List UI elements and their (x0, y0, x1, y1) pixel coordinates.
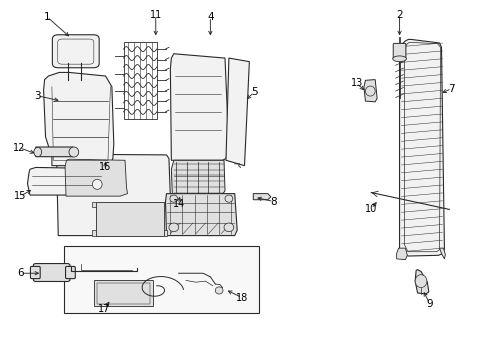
FancyBboxPatch shape (392, 43, 405, 59)
Polygon shape (439, 248, 445, 259)
Polygon shape (225, 58, 249, 166)
Bar (123, 42, 157, 119)
FancyBboxPatch shape (30, 266, 40, 279)
FancyBboxPatch shape (33, 264, 70, 282)
Polygon shape (163, 230, 167, 235)
Text: 10: 10 (365, 204, 377, 214)
FancyBboxPatch shape (65, 266, 75, 279)
Polygon shape (253, 194, 270, 200)
Text: 3: 3 (34, 91, 41, 101)
Bar (94, 280, 153, 306)
Polygon shape (399, 40, 444, 256)
Polygon shape (92, 202, 96, 207)
Polygon shape (57, 154, 171, 235)
Polygon shape (414, 270, 428, 294)
Polygon shape (363, 80, 376, 102)
Ellipse shape (168, 223, 178, 231)
Polygon shape (397, 47, 405, 60)
Ellipse shape (215, 287, 223, 294)
Bar (97, 283, 150, 304)
Ellipse shape (69, 147, 79, 157)
Text: 18: 18 (235, 293, 248, 303)
Text: 16: 16 (99, 162, 111, 172)
Polygon shape (36, 147, 75, 157)
Text: 5: 5 (250, 87, 257, 97)
Ellipse shape (414, 275, 426, 288)
Text: 8: 8 (270, 197, 277, 207)
Text: 1: 1 (43, 12, 50, 22)
Text: 15: 15 (14, 191, 26, 201)
Polygon shape (65, 159, 127, 196)
FancyBboxPatch shape (52, 35, 99, 68)
Text: 14: 14 (172, 199, 184, 210)
Text: 17: 17 (98, 304, 110, 314)
Polygon shape (171, 160, 224, 194)
Ellipse shape (34, 147, 41, 157)
Text: 12: 12 (13, 143, 25, 153)
Polygon shape (396, 248, 407, 260)
Ellipse shape (392, 56, 406, 62)
Text: 4: 4 (206, 12, 213, 22)
Text: 11: 11 (149, 10, 162, 20)
Text: 9: 9 (426, 299, 432, 309)
Ellipse shape (169, 195, 177, 202)
Ellipse shape (365, 86, 374, 96)
Polygon shape (165, 194, 237, 235)
Bar (96, 202, 163, 235)
Text: 6: 6 (17, 268, 23, 278)
Ellipse shape (224, 195, 232, 202)
Bar (64, 246, 259, 313)
Polygon shape (43, 72, 114, 166)
Text: 7: 7 (447, 84, 454, 94)
Ellipse shape (224, 223, 233, 231)
Text: 13: 13 (350, 78, 362, 88)
Text: 2: 2 (395, 10, 402, 20)
Polygon shape (27, 167, 105, 195)
Polygon shape (92, 230, 96, 235)
Polygon shape (170, 54, 228, 160)
Ellipse shape (92, 179, 102, 189)
